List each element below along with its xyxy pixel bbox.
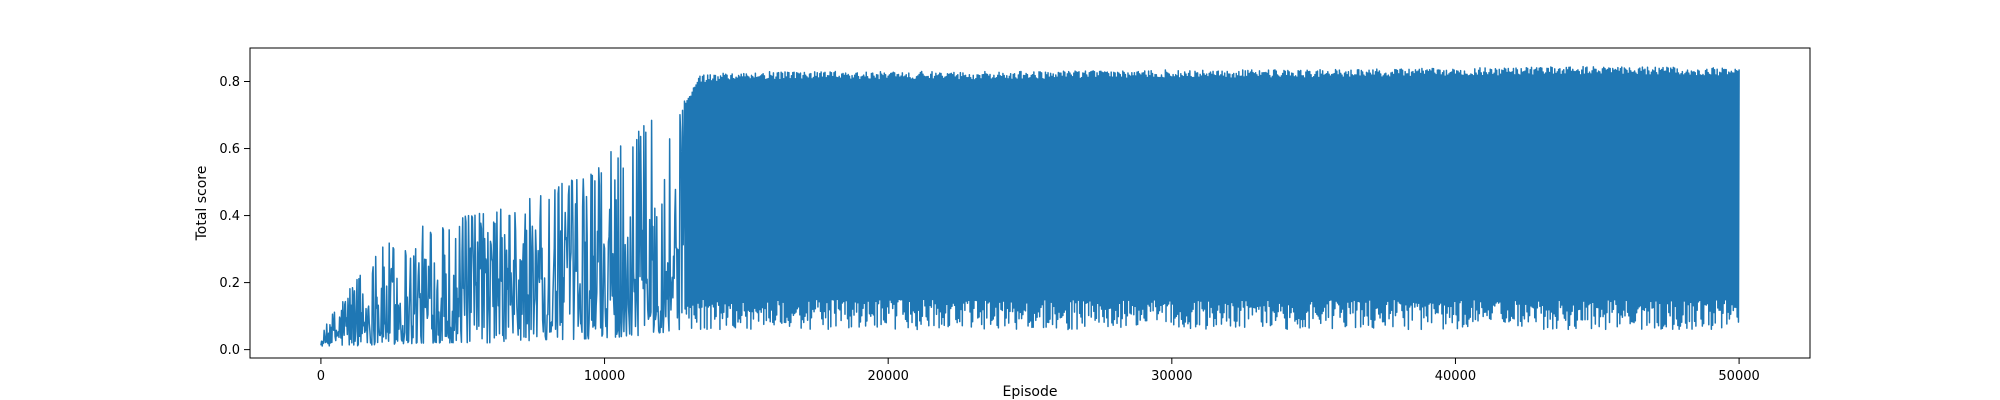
y-axis-label: Total score (194, 166, 210, 242)
x-tick-label: 10000 (584, 369, 625, 384)
axes-frame (249, 47, 1811, 359)
score-series-line (320, 65, 1740, 347)
x-tick-label: 40000 (1435, 369, 1476, 384)
y-tick-label: 0.4 (219, 209, 240, 224)
x-tick-label: 20000 (868, 369, 909, 384)
y-axis-ticks: 0.0 0.2 0.4 0.6 0.8 (219, 75, 250, 358)
plot-series (320, 65, 1740, 347)
x-tick-label: 50000 (1718, 369, 1759, 384)
x-axis-label: Episode (1003, 384, 1058, 400)
y-tick-label: 0.0 (219, 343, 240, 358)
y-tick-label: 0.2 (219, 276, 240, 291)
y-tick-label: 0.6 (219, 142, 240, 157)
x-tick-label: 30000 (1151, 369, 1192, 384)
x-tick-label: 0 (317, 369, 325, 384)
x-axis-ticks: 0 10000 20000 30000 40000 50000 (317, 358, 1760, 384)
y-tick-label: 0.8 (219, 75, 240, 90)
